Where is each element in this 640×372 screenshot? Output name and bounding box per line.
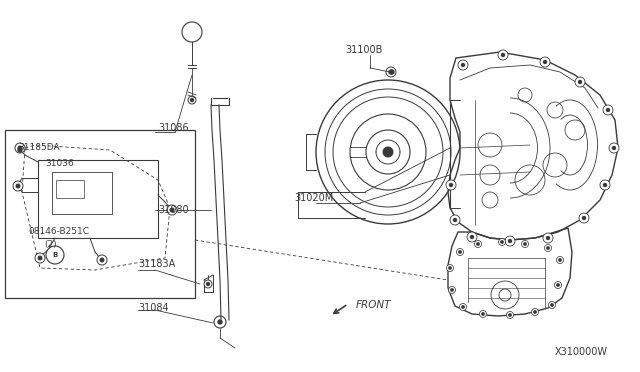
Bar (38, 160, 158, 238)
Circle shape (600, 180, 610, 190)
Circle shape (458, 60, 468, 70)
Circle shape (575, 77, 585, 87)
Circle shape (547, 247, 549, 249)
Circle shape (502, 54, 504, 57)
Text: B: B (52, 252, 58, 258)
Circle shape (97, 255, 107, 265)
Circle shape (461, 64, 465, 67)
Circle shape (509, 314, 511, 316)
Circle shape (100, 258, 104, 262)
Circle shape (13, 181, 23, 191)
Circle shape (607, 109, 609, 112)
Circle shape (474, 241, 481, 247)
Circle shape (462, 306, 464, 308)
Circle shape (534, 311, 536, 313)
Circle shape (383, 147, 393, 157)
Circle shape (449, 267, 451, 269)
Circle shape (603, 105, 613, 115)
Circle shape (505, 236, 515, 246)
Circle shape (548, 301, 556, 308)
Circle shape (551, 304, 553, 306)
Circle shape (540, 57, 550, 67)
Circle shape (449, 183, 452, 186)
Text: 31086: 31086 (158, 123, 189, 133)
Circle shape (543, 233, 553, 243)
Circle shape (547, 237, 550, 240)
Circle shape (554, 282, 561, 289)
Circle shape (582, 217, 586, 219)
Circle shape (456, 248, 463, 256)
Text: 31100B: 31100B (345, 45, 382, 55)
Circle shape (449, 286, 456, 294)
Circle shape (482, 313, 484, 315)
Circle shape (16, 184, 20, 188)
Text: FRONT: FRONT (356, 300, 392, 310)
Circle shape (612, 147, 616, 150)
Circle shape (499, 238, 506, 246)
Circle shape (170, 208, 174, 212)
Circle shape (559, 259, 561, 261)
Circle shape (15, 143, 25, 153)
Circle shape (446, 180, 456, 190)
Circle shape (579, 80, 582, 83)
Circle shape (498, 50, 508, 60)
Text: 08146-B251C: 08146-B251C (28, 228, 89, 237)
Circle shape (545, 244, 552, 251)
Circle shape (604, 183, 607, 186)
Circle shape (389, 70, 393, 74)
Circle shape (207, 282, 209, 285)
Circle shape (543, 61, 547, 64)
Circle shape (390, 70, 394, 74)
Circle shape (35, 253, 45, 263)
Circle shape (467, 232, 477, 242)
Circle shape (506, 311, 513, 318)
Circle shape (38, 256, 42, 260)
Circle shape (450, 215, 460, 225)
Circle shape (557, 284, 559, 286)
Circle shape (470, 235, 474, 238)
Circle shape (531, 308, 538, 315)
Circle shape (191, 99, 193, 102)
Circle shape (204, 280, 212, 288)
Circle shape (609, 143, 619, 153)
Text: (2): (2) (44, 240, 56, 248)
Text: 31185DA: 31185DA (18, 144, 60, 153)
Circle shape (557, 257, 563, 263)
Circle shape (524, 243, 526, 245)
Circle shape (447, 264, 454, 272)
Text: 31084: 31084 (138, 303, 168, 313)
Circle shape (479, 311, 486, 317)
Bar (52, 172, 112, 214)
Text: 31020M: 31020M (294, 193, 333, 203)
Circle shape (218, 320, 222, 324)
Circle shape (460, 304, 467, 311)
Circle shape (459, 251, 461, 253)
Circle shape (522, 241, 529, 247)
Text: 31080: 31080 (158, 205, 189, 215)
Circle shape (579, 213, 589, 223)
Circle shape (451, 289, 453, 291)
Bar (56, 180, 84, 198)
Circle shape (18, 146, 22, 150)
Circle shape (46, 246, 64, 264)
Circle shape (477, 243, 479, 245)
Circle shape (18, 148, 22, 152)
Text: 31036: 31036 (45, 158, 74, 167)
Circle shape (500, 241, 503, 243)
Bar (5, 130, 195, 298)
Text: 31183A: 31183A (138, 259, 175, 269)
Circle shape (167, 205, 177, 215)
Circle shape (454, 218, 456, 221)
Text: X310000W: X310000W (555, 347, 608, 357)
Circle shape (509, 240, 511, 243)
